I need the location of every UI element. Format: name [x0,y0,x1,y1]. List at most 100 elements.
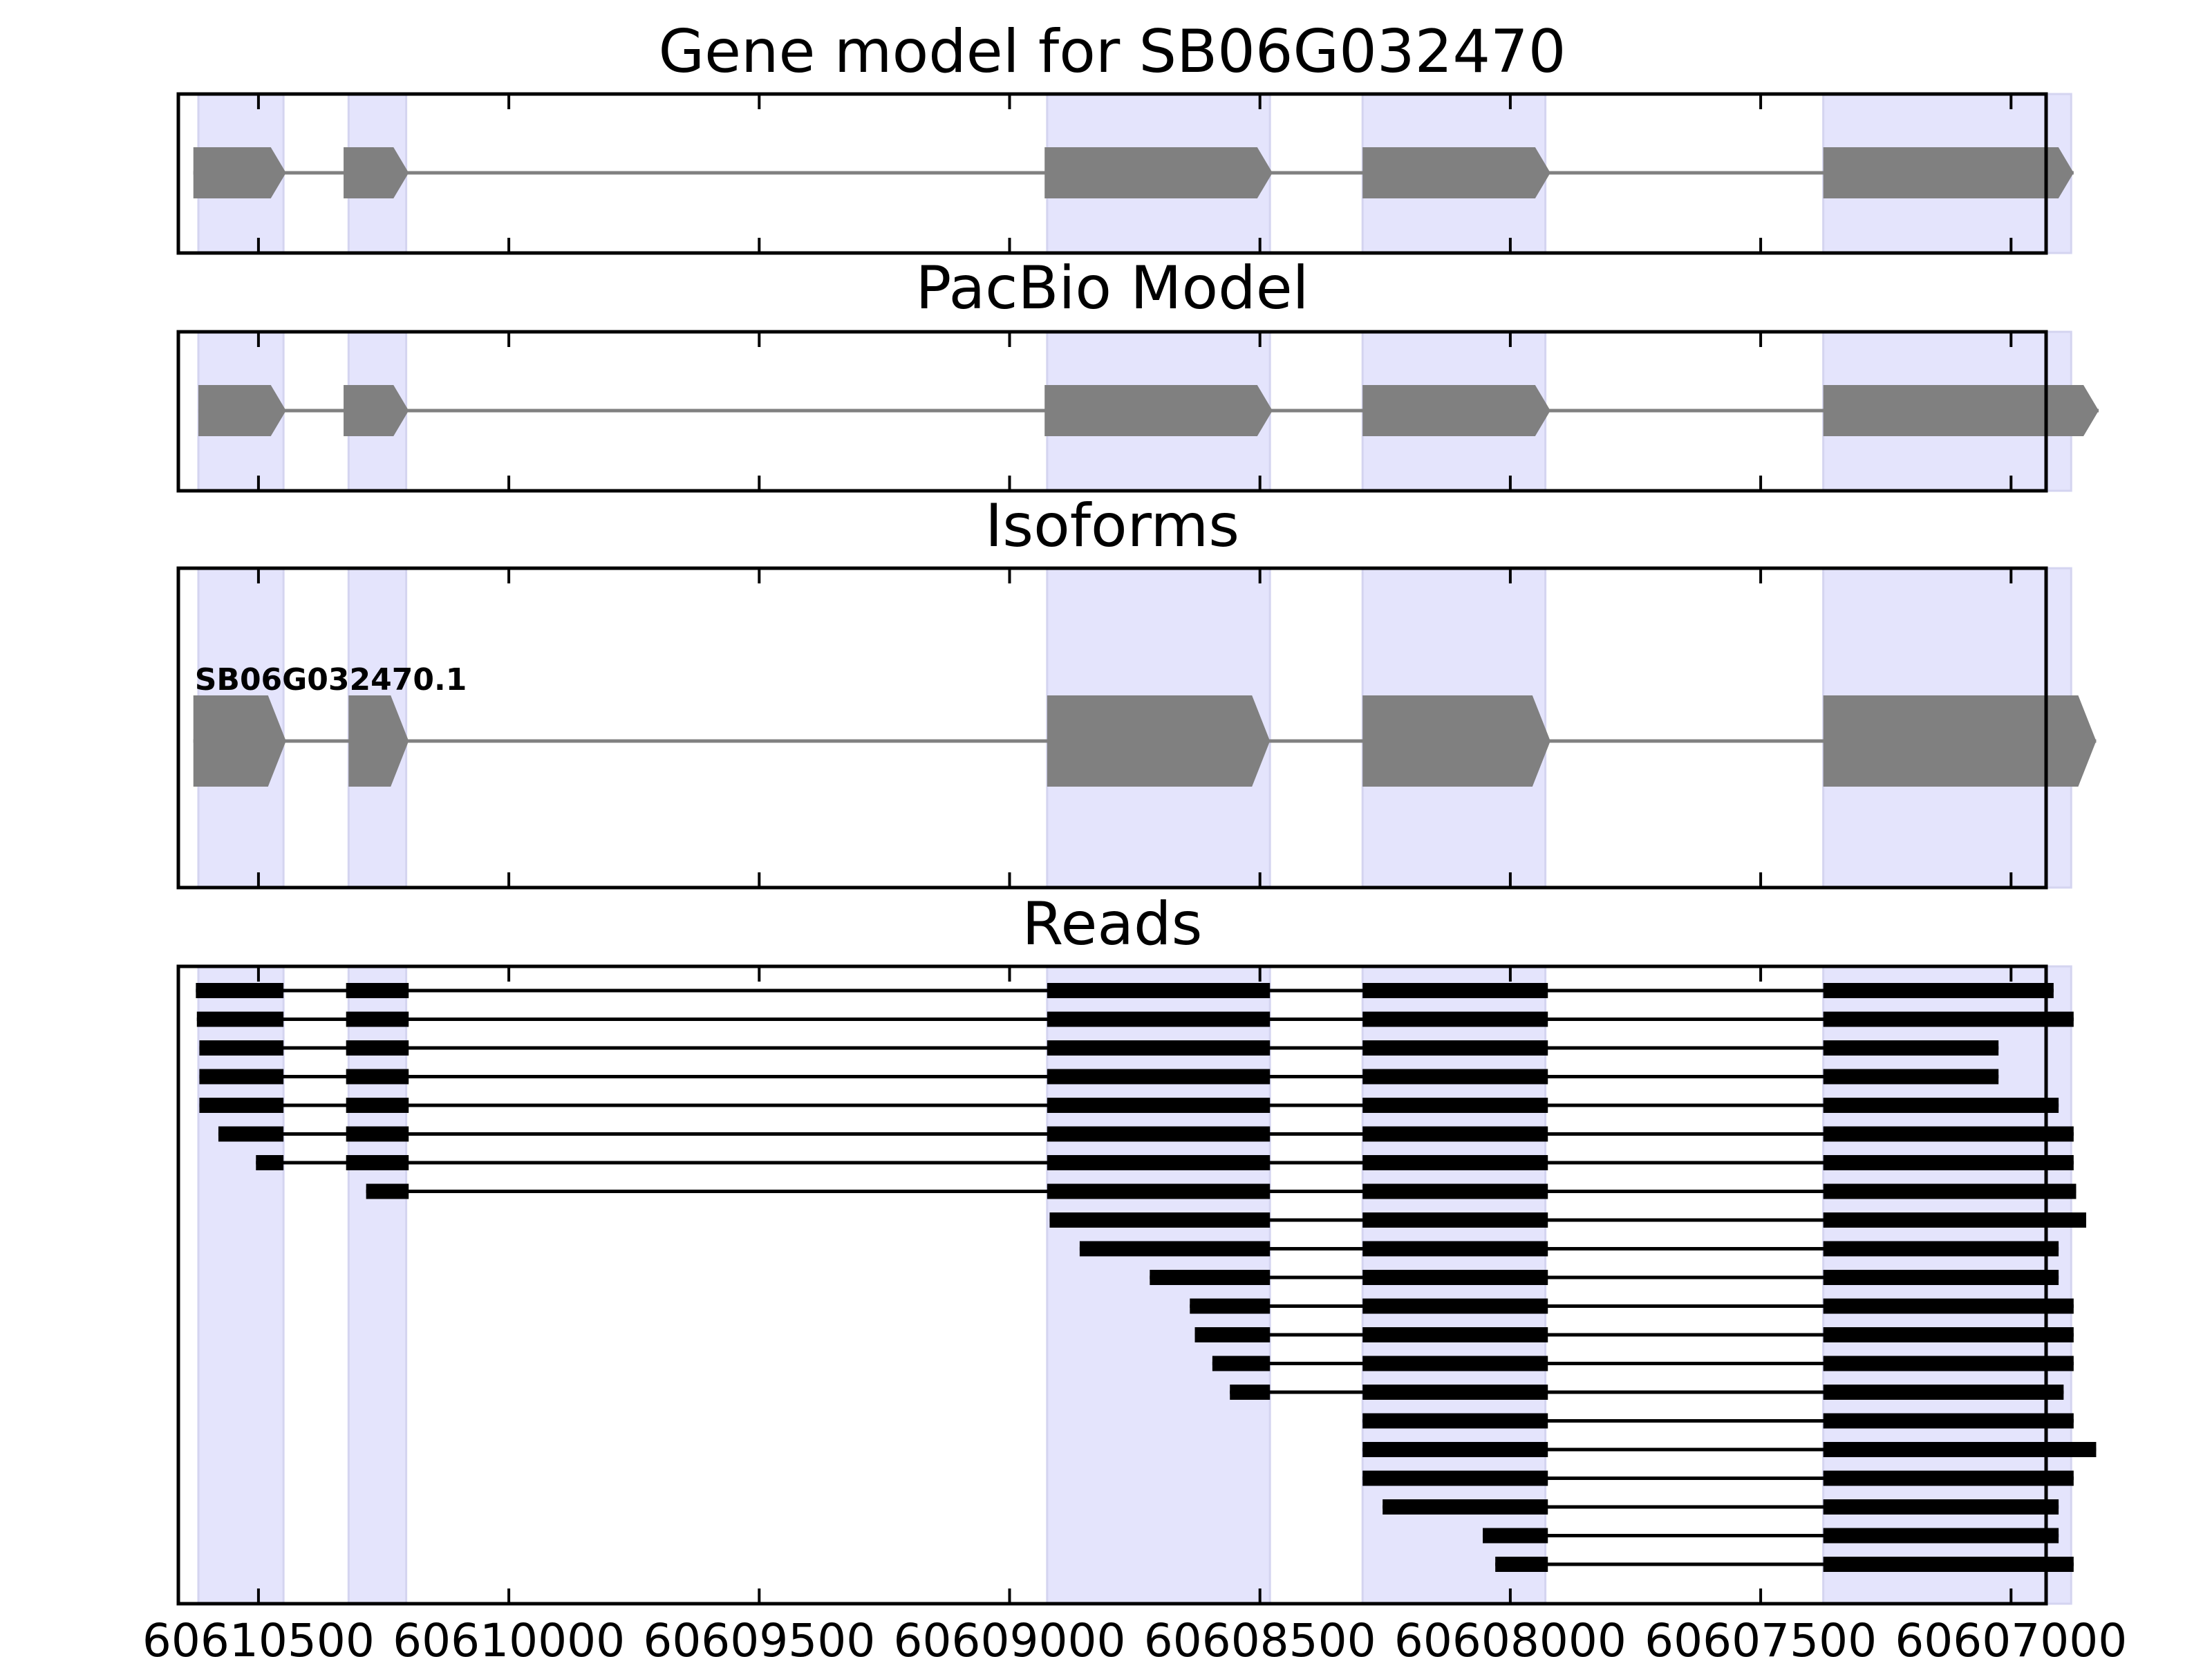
read-block [1194,1327,1271,1342]
exon-arrow [1044,385,1273,436]
read-row [1362,1413,2074,1429]
read-block [1362,1270,1548,1285]
read-block [218,1126,284,1142]
read-block [346,1126,409,1142]
read-row [256,1155,2074,1170]
read-block [1047,983,1271,998]
read-block [1823,1413,2074,1429]
read-block [1362,1385,1548,1400]
read-block [1823,1499,2059,1515]
read-block [1495,1557,1548,1572]
read-row [1230,1385,2064,1400]
read-block [196,1011,284,1027]
read-block [1362,1212,1548,1228]
read-row [199,1098,2059,1113]
read-row [1212,1356,2074,1371]
read-row [1190,1298,2074,1314]
read-block [346,1098,409,1113]
read-block [1362,1069,1548,1085]
read-block [1823,1528,2059,1544]
x-tick-label: 60610500 [142,1614,375,1659]
read-row [1194,1327,2074,1342]
read-block [346,1040,409,1056]
exon-arrow [1362,385,1550,436]
read-block [1362,1298,1548,1314]
exon-arrow [1823,695,2097,787]
exon-arrow [193,147,286,198]
read-block [1362,1442,1548,1457]
read-block [199,1098,284,1113]
read-block [1047,1183,1271,1199]
read-block [1362,1183,1548,1199]
read-block [1823,1470,2074,1486]
read-block [1483,1528,1548,1544]
panel-frame [176,330,2048,493]
read-block [346,1155,409,1170]
read-block [1362,1241,1548,1257]
read-block [1362,1098,1548,1113]
read-row [1483,1528,2059,1544]
read-block [1823,1126,2074,1142]
read-row [199,1040,1999,1056]
exon-arrow [198,385,286,436]
read-block [1079,1241,1271,1257]
highlight-region [197,965,285,1605]
isoform-label: SB06G032470.1 [195,662,467,697]
read-block [199,1069,284,1085]
read-block [1047,1126,1271,1142]
exon-arrow [193,695,286,787]
read-block [1823,1183,2077,1199]
read-block [1823,1442,2097,1457]
exon-arrow [1044,147,1273,198]
read-block [1190,1298,1271,1314]
read-block [1362,1413,1548,1429]
read-row [1150,1270,2059,1285]
read-block [346,1069,409,1085]
read-block [1823,1098,2059,1113]
x-tick-label: 60609500 [643,1614,875,1659]
exon-arrow [344,147,409,198]
read-block [1823,1298,2074,1314]
read-block [199,1040,284,1056]
read-block [1230,1385,1271,1400]
x-tick-label: 60608000 [1394,1614,1627,1659]
read-block [1823,1212,2086,1228]
read-block [1823,1385,2064,1400]
panel-frame [176,92,2048,255]
read-block [1823,1069,1999,1085]
read-block [1823,1270,2059,1285]
read-block [1362,1470,1548,1486]
read-row [1362,1470,2074,1486]
read-block [1362,1155,1548,1170]
read-block [1823,1327,2074,1342]
read-row [196,1011,2074,1027]
read-block [1823,1557,2074,1572]
panel-3: Reads [176,890,2097,1606]
read-block [1362,1040,1548,1056]
read-row [1495,1557,2074,1572]
read-row [1382,1499,2059,1515]
read-block [1362,1126,1548,1142]
read-block [1047,1040,1271,1056]
read-row [1079,1241,2059,1257]
read-block [1047,1011,1271,1027]
panel-title: PacBio Model [915,254,1309,323]
read-block [1823,1040,1999,1056]
read-block [1823,983,2054,998]
exon-arrow [348,695,409,787]
read-row [196,983,2054,998]
x-tick-label: 60607500 [1644,1614,1877,1659]
read-block [346,983,409,998]
x-tick-label: 60609000 [894,1614,1126,1659]
panel-title: Gene model for SB06G032470 [659,17,1566,86]
panel-0: Gene model for SB06G032470 [176,17,2074,255]
exon-arrow [1362,147,1550,198]
read-block [1382,1499,1548,1515]
exon-arrow [1823,385,2099,436]
read-block [1047,1155,1271,1170]
panel-2: Isoforms SB06G032470.1 [176,491,2097,890]
read-block [1362,1356,1548,1371]
read-block [346,1011,409,1027]
read-row [1362,1442,2097,1457]
read-block [1150,1270,1271,1285]
